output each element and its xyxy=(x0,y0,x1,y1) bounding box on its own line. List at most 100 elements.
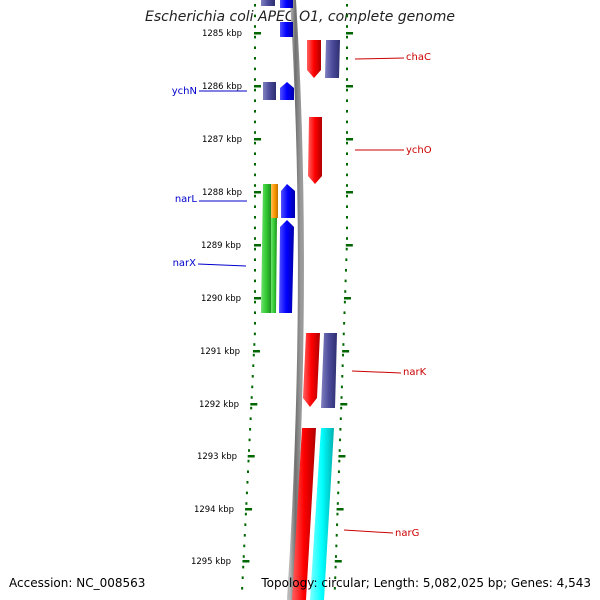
accession-text: Accession: NC_008563 xyxy=(9,576,146,590)
tick-dot xyxy=(342,353,345,357)
tick-dot xyxy=(346,67,348,71)
tick-dot xyxy=(249,428,252,431)
gene-narX[interactable] xyxy=(261,184,271,313)
tick-major xyxy=(338,455,346,458)
tick-dot xyxy=(342,343,345,346)
tick-dot xyxy=(346,57,348,60)
tick-dot xyxy=(254,226,256,230)
tick-dot xyxy=(346,35,348,39)
tick-dot xyxy=(345,247,348,251)
tick-major xyxy=(247,455,255,458)
tick-dot xyxy=(346,237,348,240)
tick-dot xyxy=(253,343,256,346)
tick-dot xyxy=(335,544,338,548)
tick-dot xyxy=(346,4,348,7)
tick-dot xyxy=(242,555,245,558)
gene-chaC[interactable] xyxy=(325,40,340,78)
tick-dot xyxy=(254,258,256,261)
right-tick-column xyxy=(333,4,353,590)
tick-dot xyxy=(254,322,256,325)
gene-label-narG[interactable]: narG xyxy=(395,528,419,539)
gene-block[interactable] xyxy=(279,220,294,313)
tick-major xyxy=(250,403,258,406)
tick-dot xyxy=(254,152,256,155)
tick-dot xyxy=(254,120,256,124)
gene-block[interactable] xyxy=(303,333,320,407)
tick-dot xyxy=(340,396,343,399)
tick-major xyxy=(346,32,353,35)
tick-dot xyxy=(244,523,247,526)
tick-dot xyxy=(254,14,256,18)
gene-block[interactable] xyxy=(280,22,293,37)
tick-dot xyxy=(254,184,256,187)
tick-dot xyxy=(254,311,256,314)
tick-major xyxy=(245,508,253,511)
tick-dot xyxy=(253,332,256,336)
tick-dot xyxy=(346,194,348,198)
tick-dot xyxy=(344,290,347,293)
tick-dot xyxy=(346,216,348,219)
tick-dot xyxy=(346,173,348,177)
tick-dot xyxy=(346,131,348,134)
reverse-strand-features xyxy=(261,0,295,313)
tick-dot xyxy=(346,25,348,28)
kbp-scale: 1285 kbp 1286 kbp 1287 kbp 1288 kbp 1289… xyxy=(191,29,242,567)
tick-dot xyxy=(254,290,256,293)
tick-dot xyxy=(346,110,348,113)
tick-major xyxy=(242,560,250,563)
tick-dot xyxy=(254,141,256,145)
gene-ychN[interactable] xyxy=(263,82,276,100)
tick-dot xyxy=(343,311,346,314)
tick-dot xyxy=(254,35,256,39)
gene-narL[interactable] xyxy=(271,184,278,218)
gene-block[interactable] xyxy=(280,0,293,8)
kbp-label: 1286 kbp xyxy=(202,82,242,92)
tick-dot xyxy=(254,88,256,92)
gene-block[interactable] xyxy=(307,40,321,78)
tick-dot xyxy=(339,428,342,431)
gene-label-ychN[interactable]: ychN xyxy=(172,86,197,97)
tick-major xyxy=(346,85,353,88)
tick-dot xyxy=(346,152,348,155)
tick-dot xyxy=(342,332,345,336)
left-tick-column xyxy=(241,4,261,590)
tick-dot xyxy=(254,216,256,219)
tick-dot xyxy=(242,565,245,569)
tick-major xyxy=(346,138,353,141)
gene-narK[interactable] xyxy=(321,333,337,408)
gene-block[interactable] xyxy=(271,218,277,313)
gene-narG[interactable] xyxy=(310,428,334,600)
tick-dot xyxy=(345,258,348,261)
tick-dot xyxy=(254,205,256,208)
gene-label-narL[interactable]: narL xyxy=(175,194,198,205)
tick-dot xyxy=(346,14,348,18)
gene-ychO[interactable] xyxy=(308,117,322,184)
tick-major xyxy=(254,244,261,247)
tick-dot xyxy=(339,438,342,442)
tick-dot xyxy=(252,353,255,357)
gene-label-narX[interactable]: narX xyxy=(173,258,197,269)
gene-label-narK[interactable]: narK xyxy=(403,367,427,378)
tick-dot xyxy=(340,406,343,410)
gene-block[interactable] xyxy=(292,428,316,600)
tick-dot xyxy=(340,385,343,389)
tick-major xyxy=(343,297,351,300)
tick-dot xyxy=(254,57,256,60)
tick-dot xyxy=(254,163,256,166)
gene-block[interactable] xyxy=(281,184,295,218)
gene-block[interactable] xyxy=(280,82,294,100)
kbp-label: 1290 kbp xyxy=(201,294,241,304)
tick-dot xyxy=(252,364,255,367)
tick-dot xyxy=(334,576,337,579)
gene-label-chaC[interactable]: chaC xyxy=(406,52,431,63)
gene-label-ychO[interactable]: ychO xyxy=(406,145,432,156)
tick-major xyxy=(254,32,261,35)
gene-block[interactable] xyxy=(261,0,275,6)
tick-dot xyxy=(254,300,256,304)
tick-dot xyxy=(254,247,256,251)
tick-dot xyxy=(334,565,337,569)
kbp-label: 1295 kbp xyxy=(191,557,231,567)
right-leader-lines xyxy=(343,57,405,534)
tick-major xyxy=(346,191,353,194)
tick-major xyxy=(252,350,260,353)
